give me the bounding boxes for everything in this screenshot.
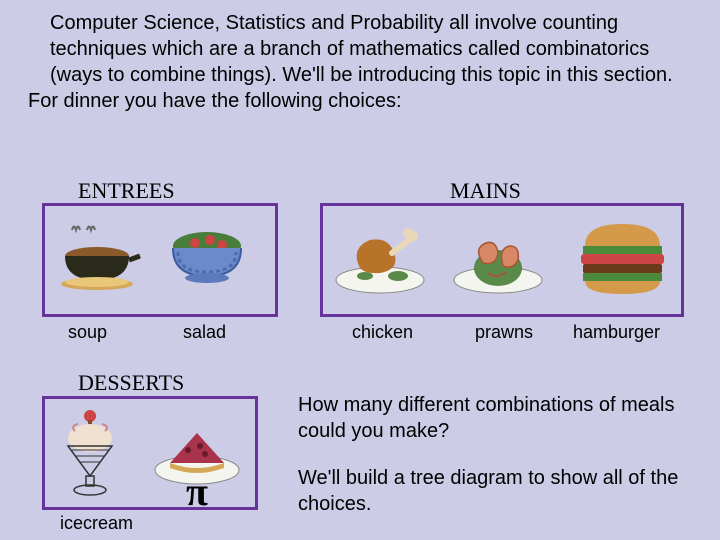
icecream-icon xyxy=(50,406,130,501)
prawns-label: prawns xyxy=(475,322,533,343)
chicken-icon xyxy=(330,218,430,300)
prawns-icon xyxy=(448,218,548,300)
desserts-label: DESSERTS xyxy=(78,370,184,396)
entrees-label: ENTREES xyxy=(78,178,175,204)
answer-hint: We'll build a tree diagram to show all o… xyxy=(298,465,708,517)
pi-symbol: π xyxy=(186,468,208,515)
icecream-label: icecream xyxy=(60,513,133,534)
intro-paragraph-2: For dinner you have the following choice… xyxy=(0,88,720,114)
soup-icon xyxy=(52,218,142,298)
salad-icon xyxy=(160,218,255,298)
intro-paragraph: Computer Science, Statistics and Probabi… xyxy=(0,0,720,88)
question-text: How many different combinations of meals… xyxy=(298,392,708,444)
hamburger-label: hamburger xyxy=(573,322,660,343)
chicken-label: chicken xyxy=(352,322,413,343)
soup-label: soup xyxy=(68,322,107,343)
mains-label: MAINS xyxy=(450,178,521,204)
hamburger-icon xyxy=(570,216,675,302)
salad-label: salad xyxy=(183,322,226,343)
